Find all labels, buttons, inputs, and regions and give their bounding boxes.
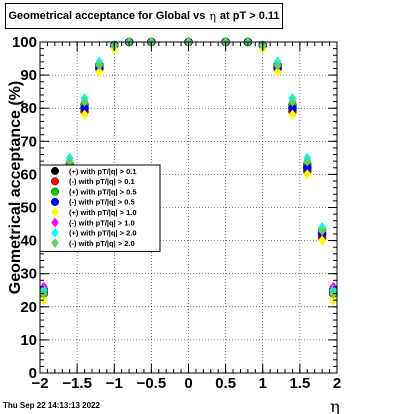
legend: (+) with pT/|q| > 0.1(-) with pT/|q| > 0…: [39, 164, 161, 252]
y-tick-label: 100: [12, 34, 37, 51]
y-tick-label: 40: [20, 233, 37, 250]
y-tick-label: 80: [20, 100, 37, 117]
legend-entry-label: (-) with pT/|q| > 1.0: [69, 218, 135, 227]
x-tick-label: −0.5: [137, 375, 167, 392]
data-point: [318, 235, 327, 246]
legend-entry-label: (-) with pT/|q| > 2.0: [69, 239, 135, 248]
x-tick-label: −1.5: [62, 375, 92, 392]
legend-entry-label: (+) with pT/|q| > 0.5: [69, 187, 137, 196]
data-point: [65, 155, 74, 167]
x-tick-label: 1: [259, 375, 267, 392]
legend-marker: [51, 166, 60, 175]
x-tick-label: −1: [106, 375, 123, 392]
y-tick-label: 90: [20, 67, 37, 84]
data-point: [95, 66, 104, 77]
legend-marker: [51, 177, 60, 186]
legend-entry-label: (+) with pT/|q| > 1.0: [69, 208, 137, 217]
y-tick-label: 30: [20, 266, 37, 283]
legend-entry-label: (+) with pT/|q| > 2.0: [69, 229, 137, 238]
data-point: [303, 169, 312, 180]
y-tick-label: 60: [20, 166, 37, 183]
data-point: [303, 155, 312, 167]
x-tick-label: −2: [31, 375, 48, 392]
data-point: [273, 66, 282, 77]
legend-marker: [51, 227, 59, 238]
axis-tick-labels: −2 −1.5 −1 −0.5 0 0.5 1 1.5 20102030405060708090…: [12, 34, 341, 392]
y-tick-label: 50: [20, 200, 37, 217]
data-point: [318, 225, 327, 236]
data-point: [95, 59, 104, 71]
chart-title-symbol: η: [209, 9, 216, 23]
y-tick-label: 10: [20, 332, 37, 349]
x-tick-label: 0.5: [215, 375, 236, 392]
x-tick-label: 2: [333, 375, 341, 392]
datestamp: Thu Sep 22 14:13:13 2022: [3, 401, 100, 410]
chart-title-box: Geometrical acceptance for Global vs η a…: [5, 3, 283, 29]
y-axis-title: Geometrical acceptance (%): [7, 81, 24, 294]
legend-marker: [51, 238, 59, 249]
y-tick-label: 20: [20, 299, 37, 316]
data-point: [288, 96, 297, 107]
chart-title-prefix: Geometrical acceptance for Global vs: [8, 10, 206, 22]
legend-marker: [51, 197, 60, 206]
axis-ticks: [39, 41, 338, 374]
y-tick-label: 70: [20, 133, 37, 150]
data-point: [288, 109, 297, 121]
legend-box: [39, 164, 161, 252]
legend-entry-label: (-) with pT/|q| > 0.1: [69, 177, 135, 186]
legend-marker: [51, 217, 59, 228]
chart-title-suffix: at pT > 0.11: [219, 10, 280, 22]
legend-marker: [51, 207, 59, 218]
x-axis-title: η: [330, 397, 340, 414]
data-point: [273, 59, 282, 71]
legend-entry-label: (-) with pT/|q| > 0.5: [69, 198, 135, 207]
y-tick-label: 0: [29, 365, 37, 382]
x-tick-label: 1.5: [289, 375, 310, 392]
legend-marker: [51, 187, 60, 196]
x-tick-label: 0: [184, 375, 192, 392]
data-point: [80, 109, 89, 121]
legend-entry-label: (+) with pT/|q| > 0.1: [69, 167, 137, 176]
data-point: [80, 96, 89, 107]
